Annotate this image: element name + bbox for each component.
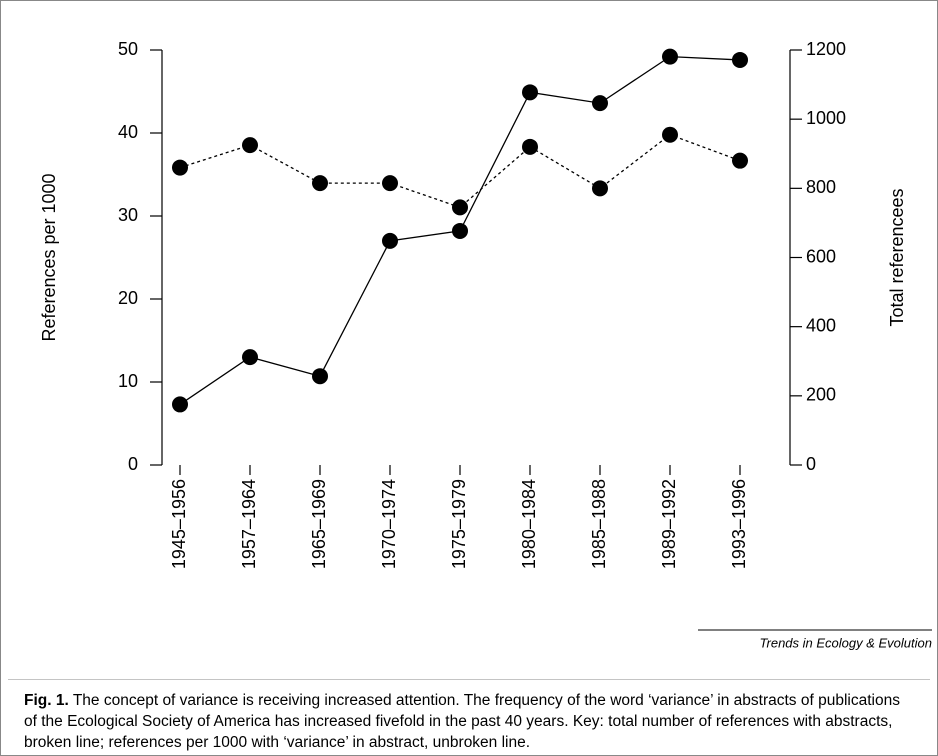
x-tick-label: 1975–1979 xyxy=(449,479,469,569)
x-tick-label: 1970–1974 xyxy=(379,479,399,569)
point xyxy=(242,137,258,154)
y-tick-label: 50 xyxy=(118,39,138,59)
point xyxy=(732,51,748,68)
x-tick-label: 1980–1984 xyxy=(519,479,539,569)
x-tick-label: 1993–1996 xyxy=(729,479,749,569)
y-tick-label: 30 xyxy=(118,205,138,225)
point xyxy=(172,159,188,176)
point xyxy=(382,175,398,192)
y2-tick-label: 1000 xyxy=(806,108,846,128)
point xyxy=(662,126,678,143)
series-line xyxy=(179,133,741,209)
y2-tick-label: 400 xyxy=(806,315,836,335)
caption-text: The concept of variance is receiving inc… xyxy=(24,692,900,751)
y-tick-label: 40 xyxy=(118,122,138,142)
point xyxy=(382,232,398,249)
y2-tick-label: 600 xyxy=(806,246,836,266)
x-tick-label: 1989–1992 xyxy=(659,479,679,569)
point xyxy=(242,349,258,366)
x-tick-label: 1957–1964 xyxy=(239,479,259,569)
x-tick-label: 1965–1969 xyxy=(309,479,329,569)
point xyxy=(662,48,678,65)
point xyxy=(732,152,748,169)
y2-tick-label: 0 xyxy=(806,454,816,474)
source: Trends in Ecology & Evolution xyxy=(760,635,932,650)
point xyxy=(452,222,468,239)
x-tick-label: 1985–1988 xyxy=(589,479,609,569)
y-tick-label: 20 xyxy=(118,288,138,308)
x-tick-label: 1945–1956 xyxy=(169,479,189,569)
point xyxy=(522,138,538,155)
point xyxy=(522,84,538,101)
y-tick-label: 10 xyxy=(118,371,138,391)
y2-tick-label: 1200 xyxy=(806,39,846,59)
point xyxy=(172,396,188,413)
y-axis-label: References per 1000 xyxy=(39,173,59,341)
point xyxy=(452,199,468,216)
y2-axis-label: Total referencees xyxy=(887,188,907,326)
caption-label: Fig. 1. xyxy=(24,692,69,709)
caption: Fig. 1. The concept of variance is recei… xyxy=(24,690,916,753)
y2-tick-label: 800 xyxy=(806,177,836,197)
chart: Trends in Ecology & Evolution 0 10 20 30 40 5… xyxy=(8,39,932,680)
point xyxy=(592,180,608,197)
y-tick-label: 0 xyxy=(128,454,138,474)
point xyxy=(592,95,608,112)
y2-tick-label: 200 xyxy=(806,385,836,405)
point xyxy=(312,175,328,192)
point xyxy=(312,368,328,385)
